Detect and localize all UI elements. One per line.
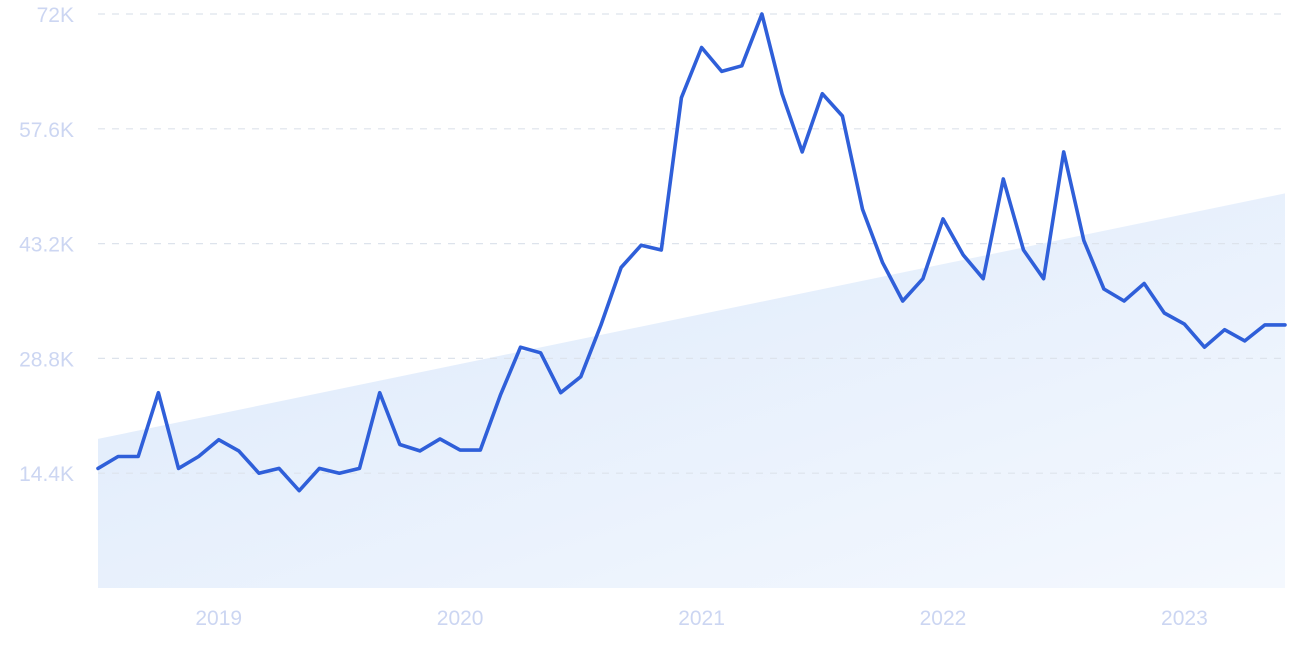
data-point (177, 466, 181, 470)
x-tick-label: 2020 (437, 607, 484, 630)
data-point (519, 345, 523, 349)
data-point (1042, 277, 1046, 281)
data-point (398, 443, 402, 447)
data-point (156, 391, 160, 395)
data-point (921, 277, 925, 281)
data-point (941, 217, 945, 221)
data-point (1062, 150, 1066, 154)
data-point (1122, 299, 1126, 303)
trend-area-layer (98, 193, 1285, 588)
data-point (780, 92, 784, 96)
data-point (1082, 238, 1086, 242)
data-point (297, 489, 301, 493)
y-tick-label: 57.6K (19, 119, 74, 142)
data-point (418, 449, 422, 453)
data-point (559, 391, 563, 395)
data-point (720, 69, 724, 73)
data-point (237, 449, 241, 453)
trend-area (98, 193, 1285, 588)
x-tick-label: 2021 (678, 607, 725, 630)
gridlines (98, 13, 1285, 474)
data-point (820, 92, 824, 96)
data-point (317, 466, 321, 470)
y-tick-label: 28.8K (19, 348, 74, 371)
y-tick-label: 72K (37, 4, 74, 27)
data-point (1142, 282, 1146, 286)
data-point (458, 448, 462, 452)
data-point (277, 466, 281, 470)
data-point (1022, 248, 1026, 252)
data-point (1203, 345, 1207, 349)
data-point (961, 253, 965, 257)
data-point (1283, 323, 1287, 327)
data-point (800, 150, 804, 154)
data-point (438, 437, 442, 441)
data-point (136, 455, 140, 459)
data-point (358, 466, 362, 470)
data-point (700, 46, 704, 50)
data-point (599, 323, 603, 327)
series-layer (96, 12, 1287, 493)
data-point (1102, 287, 1106, 291)
data-point (1223, 328, 1227, 332)
data-point (498, 393, 502, 397)
data-point (478, 448, 482, 452)
data-point (619, 266, 623, 270)
data-point (740, 64, 744, 68)
data-point (1162, 311, 1166, 315)
x-tick-label: 2023 (1161, 607, 1208, 630)
data-point (679, 96, 683, 100)
data-point (96, 466, 100, 470)
y-axis-tick-labels: 14.4K 28.8K 43.2K 57.6K 72K (19, 4, 74, 486)
x-tick-label: 2019 (195, 607, 242, 630)
data-point (197, 455, 201, 459)
data-point (901, 299, 905, 303)
data-point (659, 248, 663, 252)
data-point (217, 438, 221, 442)
data-point (337, 471, 341, 475)
data-point (116, 455, 120, 459)
data-point (1001, 177, 1005, 181)
y-tick-label: 43.2K (19, 234, 74, 257)
data-point (1243, 339, 1247, 343)
y-tick-label: 14.4K (19, 463, 74, 486)
data-point (579, 375, 583, 379)
data-point (840, 114, 844, 118)
data-point (760, 12, 764, 16)
x-tick-label: 2022 (920, 607, 967, 630)
data-point (881, 261, 885, 265)
series-line (96, 12, 1287, 493)
data-point (861, 207, 865, 211)
data-point (378, 391, 382, 395)
data-point (539, 351, 543, 355)
data-point (981, 277, 985, 281)
data-point (1182, 322, 1186, 326)
x-axis-tick-labels: 2019 2020 2021 2022 2023 (195, 607, 1207, 630)
data-point (639, 243, 643, 247)
data-point (1263, 323, 1267, 327)
data-point (257, 471, 261, 475)
